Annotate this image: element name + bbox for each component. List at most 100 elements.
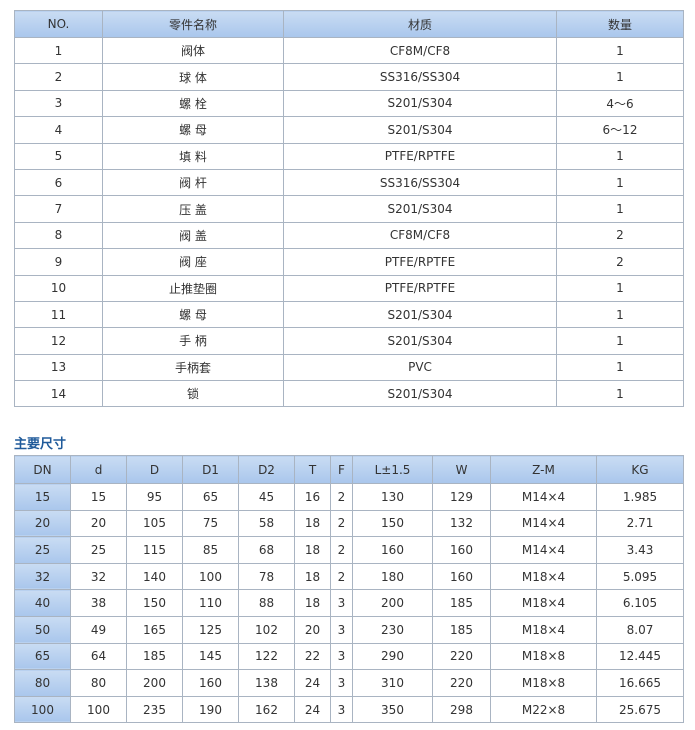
table-cell: 16.665 [596, 669, 684, 697]
table-cell: 15 [70, 483, 127, 511]
table-cell: 78 [238, 562, 295, 591]
table-cell: 3 [330, 615, 353, 644]
table-cell: 100 [70, 695, 127, 724]
table-cell: 100 [182, 562, 239, 591]
table-cell: M18×8 [490, 669, 597, 697]
table-cell: 1.985 [596, 483, 684, 511]
column-header: Z-M [490, 455, 597, 484]
table-cell: 290 [352, 642, 433, 671]
table-cell: 2 [330, 483, 353, 511]
table-row: 11 螺 母 S201/S304 1 [14, 300, 684, 329]
column-header: d [70, 455, 127, 484]
table-cell: PTFE/RPTFE [283, 142, 557, 170]
table-cell: 68 [238, 536, 295, 564]
table-cell: M18×4 [490, 562, 597, 591]
table-cell: 18 [294, 509, 331, 538]
parts-table: NO. 零件名称 材质 数量 1 阀体 CF8M/CF8 1 2 球 体 SS316/SS304 1 3… [14, 10, 684, 408]
table-row: 20 20 105 75 58 18 2 150 132 M14×4 2.71 [14, 509, 684, 538]
table-cell: 100 [14, 695, 71, 724]
table-row: 14 锁 S201/S304 1 [14, 380, 684, 408]
table-cell: 2 [14, 63, 103, 91]
table-cell: 16 [294, 483, 331, 511]
table-cell: 3.43 [596, 536, 684, 564]
table-cell: 12.445 [596, 642, 684, 671]
table-cell: PTFE/RPTFE [283, 248, 557, 276]
column-header: KG [596, 455, 684, 484]
table-cell: 350 [352, 695, 433, 724]
dimensions-title: 主要尺寸 [14, 437, 67, 452]
table-cell: 105 [126, 509, 183, 538]
dimensions-table: DN d D D1 D2 T F L±1.5 W Z-M KG 15 15 95 65 45 16 2 130 129… [14, 455, 684, 724]
table-cell: 185 [432, 589, 491, 617]
table-cell: 20 [70, 509, 127, 538]
table-cell: 1 [556, 63, 684, 91]
table-cell: 8 [14, 221, 103, 250]
column-header: D [126, 455, 183, 484]
table-cell: 200 [352, 589, 433, 617]
table-cell: 190 [182, 695, 239, 724]
table-cell: 22 [294, 642, 331, 671]
table-cell: 88 [238, 589, 295, 617]
table-row: 32 32 140 100 78 18 2 180 160 M18×4 5.095 [14, 562, 684, 591]
table-cell: 298 [432, 695, 491, 724]
table-cell: M18×4 [490, 615, 597, 644]
table-cell: 球 体 [102, 63, 284, 91]
table-cell: 11 [14, 300, 103, 329]
table-cell: 115 [126, 536, 183, 564]
table-cell: 1 [556, 142, 684, 170]
column-header: W [432, 455, 491, 484]
table-cell: 15 [14, 483, 71, 511]
table-cell: 8.07 [596, 615, 684, 644]
table-row: 25 25 115 85 68 18 2 160 160 M14×4 3.43 [14, 536, 684, 564]
table-cell: 24 [294, 695, 331, 724]
table-cell: S201/S304 [283, 380, 557, 408]
table-cell: 32 [14, 562, 71, 591]
table-cell: 7 [14, 195, 103, 223]
table-cell: 85 [182, 536, 239, 564]
table-cell: 4 [14, 116, 103, 144]
table-cell: 160 [432, 562, 491, 591]
table-cell: 150 [126, 589, 183, 617]
table-cell: 阀体 [102, 36, 284, 65]
table-cell: 18 [294, 589, 331, 617]
table-cell: 2 [556, 221, 684, 250]
column-header: NO. [14, 10, 103, 38]
table-cell: M14×4 [490, 509, 597, 538]
table-cell: 6.105 [596, 589, 684, 617]
table-cell: 80 [14, 669, 71, 697]
table-cell: 150 [352, 509, 433, 538]
table-cell: 122 [238, 642, 295, 671]
table-cell: 1 [556, 195, 684, 223]
table-cell: 3 [330, 695, 353, 724]
table-cell: 3 [330, 642, 353, 671]
table-cell: 20 [14, 509, 71, 538]
table-cell: 手柄套 [102, 353, 284, 382]
table-cell: M14×4 [490, 483, 597, 511]
table-cell: 压 盖 [102, 195, 284, 223]
table-cell: CF8M/CF8 [283, 221, 557, 250]
table-cell: SS316/SS304 [283, 63, 557, 91]
table-row: 80 80 200 160 138 24 3 310 220 M18×8 16.665 [14, 669, 684, 697]
table-cell: 162 [238, 695, 295, 724]
table-cell: 14 [14, 380, 103, 408]
table-cell: S201/S304 [283, 300, 557, 329]
table-cell: 止推垫圈 [102, 274, 284, 302]
table-row: 1 阀体 CF8M/CF8 1 [14, 36, 684, 65]
column-header: 零件名称 [102, 10, 284, 38]
table-cell: 2 [330, 536, 353, 564]
table-cell: 25.675 [596, 695, 684, 724]
table-cell: 18 [294, 562, 331, 591]
table-cell: M22×8 [490, 695, 597, 724]
table-cell: 220 [432, 642, 491, 671]
table-cell: 102 [238, 615, 295, 644]
table-cell: 9 [14, 248, 103, 276]
table-cell: 25 [14, 536, 71, 564]
table-cell: 6 [14, 168, 103, 197]
table-cell: 3 [330, 589, 353, 617]
table-cell: 49 [70, 615, 127, 644]
table-cell: M14×4 [490, 536, 597, 564]
